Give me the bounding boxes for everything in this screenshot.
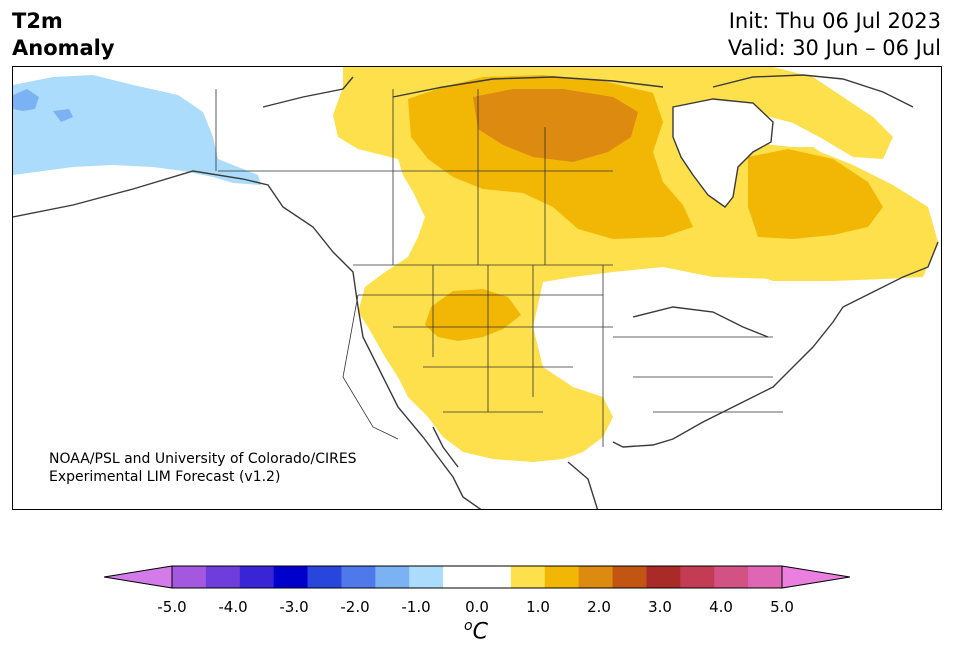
colorbar-swatch [680, 566, 715, 588]
colorbar-swatch [714, 566, 749, 588]
alaska-cold-anomaly-strong-2 [53, 109, 73, 122]
political-boundaries [215, 89, 783, 447]
anomaly-map [13, 67, 939, 509]
coastlines [13, 74, 939, 509]
colorbar-swatch [443, 566, 478, 588]
colorbar-tick-label: 0.0 [465, 598, 489, 616]
warm-anomaly-strong-canada [473, 89, 638, 162]
colorbar-tick-label: 3.0 [648, 598, 672, 616]
forecast-dates: Init: Thu 06 Jul 2023 Valid: 30 Jun – 06… [728, 8, 941, 62]
init-date: Init: Thu 06 Jul 2023 [728, 9, 941, 33]
warm-anomaly-arctic-islands [653, 67, 893, 159]
colorbar-swatch [646, 566, 681, 588]
colorbar-swatch [172, 566, 207, 588]
hudson-bay-water [673, 99, 773, 207]
alaska-cold-anomaly [13, 75, 261, 185]
colorbar [104, 565, 850, 589]
credit-line-organization: NOAA/PSL and University of Colorado/CIRE… [49, 451, 357, 467]
colorbar-swatch [239, 566, 275, 588]
colorbar-unit: oC [464, 618, 488, 644]
alaska-cold-anomaly-strong [13, 89, 39, 111]
valid-date: Valid: 30 Jun – 06 Jul [727, 36, 941, 60]
map-panel [12, 66, 942, 510]
warm-anomaly-moderate-rockies [425, 289, 521, 341]
title-line-quantity: Anomaly [12, 36, 115, 60]
colorbar-swatch [273, 566, 309, 588]
colorbar-swatch [510, 566, 546, 588]
colorbar-tick-label: 5.0 [770, 598, 794, 616]
colorbar-tick-label: 4.0 [709, 598, 733, 616]
colorbar-tick-label: 1.0 [526, 598, 550, 616]
colorbar-extend-low [104, 565, 173, 589]
credit-line-product: Experimental LIM Forecast (v1.2) [49, 469, 281, 485]
colorbar-swatch [341, 566, 376, 588]
map-title: T2m Anomaly [12, 8, 115, 62]
colorbar-swatch [375, 566, 410, 588]
colorbar-tick-label: -4.0 [218, 598, 248, 616]
colorbar-swatch [544, 566, 580, 588]
colorbar-tick-label: -5.0 [157, 598, 187, 616]
colorbar-tick-label: -2.0 [340, 598, 370, 616]
colorbar-swatch [307, 566, 342, 588]
colorbar-swatch [477, 566, 512, 588]
colorbar-swatch [409, 566, 444, 588]
colorbar-swatch [578, 566, 614, 588]
colorbar-swatch [205, 566, 241, 588]
colorbar-swatch [612, 566, 647, 588]
unit-base: C [472, 619, 488, 645]
colorbar-tick-label: -1.0 [401, 598, 431, 616]
unit-degree: o [464, 618, 473, 634]
colorbar-tick-label: 2.0 [587, 598, 611, 616]
colorbar-tick-label: -3.0 [279, 598, 309, 616]
colorbar-extend-high [781, 565, 850, 589]
colorbar-outline [171, 565, 783, 589]
data-credit: NOAA/PSL and University of Colorado/CIRE… [49, 450, 357, 486]
colorbar-swatch [748, 566, 783, 588]
warm-anomaly-moderate-quebec [748, 149, 883, 239]
title-line-variable: T2m [12, 9, 63, 33]
